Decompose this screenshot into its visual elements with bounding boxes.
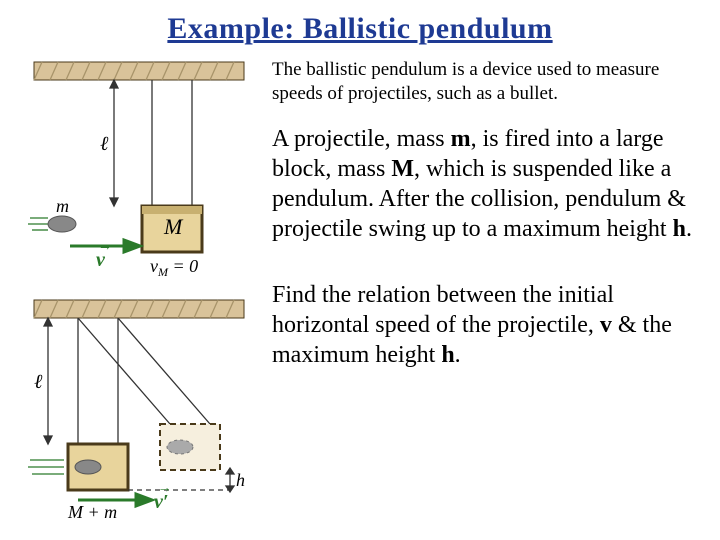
label-vm0-eq: = 0: [168, 256, 198, 276]
figure-before: ℓ m v → M vM = 0: [24, 58, 254, 288]
p1-d: .: [686, 216, 692, 242]
svg-text:v′ →: v′ →: [154, 481, 174, 513]
paragraph-1: A projectile, mass m, is fired into a la…: [272, 124, 696, 244]
p2-c: .: [455, 342, 461, 368]
p2-a: Find the relation between the initial ho…: [272, 282, 614, 338]
svg-text:vM = 0: vM = 0: [150, 256, 198, 279]
label-m-plus-m: M + m: [67, 502, 117, 522]
label-m: m: [56, 196, 69, 216]
page-title: Example: Ballistic pendulum: [24, 12, 696, 46]
p2-h: h: [441, 342, 454, 368]
label-vm0-v: v: [150, 256, 158, 276]
p1-a: A projectile, mass: [272, 126, 451, 152]
p1-big-m: M: [391, 156, 414, 182]
label-ell: ℓ: [100, 133, 109, 155]
p1-m: m: [451, 126, 471, 152]
figure-after: ℓ h: [24, 296, 254, 526]
paragraph-2: Find the relation between the initial ho…: [272, 280, 696, 370]
svg-text:v →: v →: [96, 239, 112, 271]
p1-h: h: [673, 216, 686, 242]
figures-column: ℓ m v → M vM = 0: [24, 58, 254, 526]
label-h: h: [236, 470, 245, 490]
p2-v: v: [600, 312, 612, 338]
label-big-m: M: [163, 214, 184, 239]
intro-text: The ballistic pendulum is a device used …: [272, 58, 696, 106]
text-column: The ballistic pendulum is a device used …: [272, 58, 696, 526]
content-row: ℓ m v → M vM = 0: [24, 58, 696, 526]
label-ell2: ℓ: [34, 371, 43, 393]
